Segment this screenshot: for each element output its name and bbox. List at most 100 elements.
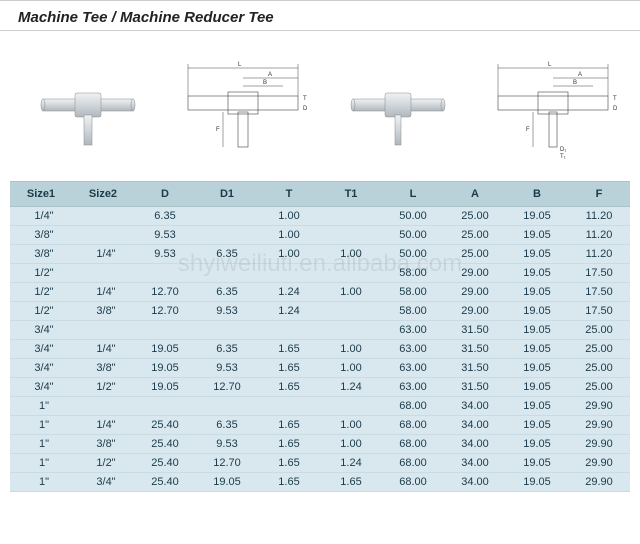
table-row: 1"1/2"25.4012.701.651.2468.0034.0019.052…: [10, 454, 630, 473]
table-cell: [320, 321, 382, 340]
table-cell: [134, 321, 196, 340]
table-cell: 63.00: [382, 378, 444, 397]
table-row: 1"3/4"25.4019.051.651.6568.0034.0019.052…: [10, 473, 630, 492]
table-cell: [196, 264, 258, 283]
table-cell: 29.90: [568, 397, 630, 416]
table-cell: 1.65: [258, 359, 320, 378]
dim-label-F2: F: [526, 127, 530, 133]
col-header: B: [506, 182, 568, 207]
table-cell: 31.50: [444, 340, 506, 359]
table-cell: 68.00: [382, 435, 444, 454]
table-cell: 19.05: [134, 378, 196, 397]
table-cell: 6.35: [196, 283, 258, 302]
dim-label-T2: T: [613, 96, 617, 102]
dim-label-B2: B: [573, 80, 577, 86]
table-cell: 19.05: [134, 340, 196, 359]
table-cell: 50.00: [382, 226, 444, 245]
table-row: 1/4"6.351.0050.0025.0019.0511.20: [10, 207, 630, 226]
table-cell: [258, 397, 320, 416]
table-cell: 6.35: [134, 207, 196, 226]
table-cell: 63.00: [382, 321, 444, 340]
dim-label-B: B: [263, 80, 267, 86]
table-cell: [320, 397, 382, 416]
table-cell: 11.20: [568, 226, 630, 245]
table-cell: 19.05: [134, 359, 196, 378]
table-row: 3/8"9.531.0050.0025.0019.0511.20: [10, 226, 630, 245]
table-cell: 58.00: [382, 302, 444, 321]
table-cell: 1.00: [320, 283, 382, 302]
table-cell: 29.00: [444, 302, 506, 321]
table-cell: 11.20: [568, 207, 630, 226]
table-cell: 9.53: [196, 359, 258, 378]
table-cell: 34.00: [444, 473, 506, 492]
dim-label-A: A: [268, 72, 272, 78]
table-row: 3/4"63.0031.5019.0525.00: [10, 321, 630, 340]
spec-table-wrap: Size1Size2DD1TT1LABF 1/4"6.351.0050.0025…: [0, 181, 640, 492]
table-row: 1"1/4"25.406.351.651.0068.0034.0019.0529…: [10, 416, 630, 435]
table-cell: 9.53: [134, 226, 196, 245]
table-cell: [134, 264, 196, 283]
table-cell: 3/8": [10, 226, 72, 245]
table-cell: 1/2": [10, 302, 72, 321]
table-cell: [320, 302, 382, 321]
table-cell: 29.00: [444, 264, 506, 283]
table-cell: 3/4": [10, 378, 72, 397]
table-cell: [196, 321, 258, 340]
table-cell: 6.35: [196, 245, 258, 264]
table-cell: 1.00: [258, 226, 320, 245]
table-cell: 68.00: [382, 473, 444, 492]
col-header: Size2: [72, 182, 134, 207]
table-cell: 3/4": [72, 473, 134, 492]
table-cell: 19.05: [506, 435, 568, 454]
table-cell: 1/2": [72, 454, 134, 473]
table-cell: 1/4": [72, 416, 134, 435]
table-cell: 1.24: [320, 454, 382, 473]
table-cell: 19.05: [506, 397, 568, 416]
table-cell: [196, 207, 258, 226]
dim-label-D2: D: [613, 106, 618, 112]
dim-label-D: D: [303, 106, 308, 112]
table-cell: 1/4": [72, 340, 134, 359]
table-cell: [320, 264, 382, 283]
col-header: F: [568, 182, 630, 207]
table-cell: 63.00: [382, 359, 444, 378]
dim-label-T: T: [303, 96, 307, 102]
table-cell: 1/2": [10, 264, 72, 283]
dim-label-T1: T₁: [560, 154, 566, 160]
table-cell: 1/4": [10, 207, 72, 226]
dim-label-L: L: [238, 62, 242, 68]
table-cell: 25.00: [568, 321, 630, 340]
table-cell: 17.50: [568, 264, 630, 283]
table-cell: 9.53: [134, 245, 196, 264]
table-cell: 25.40: [134, 435, 196, 454]
table-cell: 17.50: [568, 283, 630, 302]
table-cell: 25.00: [444, 207, 506, 226]
table-cell: 12.70: [134, 302, 196, 321]
col-header: Size1: [10, 182, 72, 207]
table-cell: 3/8": [10, 245, 72, 264]
table-cell: 1": [10, 416, 72, 435]
table-cell: 68.00: [382, 397, 444, 416]
table-cell: 19.05: [506, 473, 568, 492]
dim-label-F: F: [216, 127, 220, 133]
diagram-reducer-schematic: L A B T D F D₁ T₁: [475, 41, 630, 181]
table-cell: 1.65: [320, 473, 382, 492]
table-row: 3/8"1/4"9.536.351.001.0050.0025.0019.051…: [10, 245, 630, 264]
diagram-row: L A B T D F: [0, 41, 640, 181]
table-cell: [196, 226, 258, 245]
table-cell: 12.70: [196, 378, 258, 397]
diagram-reducer-iso: [320, 41, 475, 181]
table-cell: 25.40: [134, 473, 196, 492]
spec-table: Size1Size2DD1TT1LABF 1/4"6.351.0050.0025…: [10, 181, 630, 492]
diagram-tee-schematic: L A B T D F: [165, 41, 320, 181]
dim-label-L2: L: [548, 62, 552, 68]
table-cell: 29.90: [568, 473, 630, 492]
table-cell: 11.20: [568, 245, 630, 264]
table-cell: [72, 397, 134, 416]
table-cell: 19.05: [506, 340, 568, 359]
table-row: 1/2"58.0029.0019.0517.50: [10, 264, 630, 283]
table-cell: 68.00: [382, 416, 444, 435]
table-cell: 25.00: [568, 359, 630, 378]
diagram-tee-iso: [10, 41, 165, 181]
table-cell: 1.24: [320, 378, 382, 397]
